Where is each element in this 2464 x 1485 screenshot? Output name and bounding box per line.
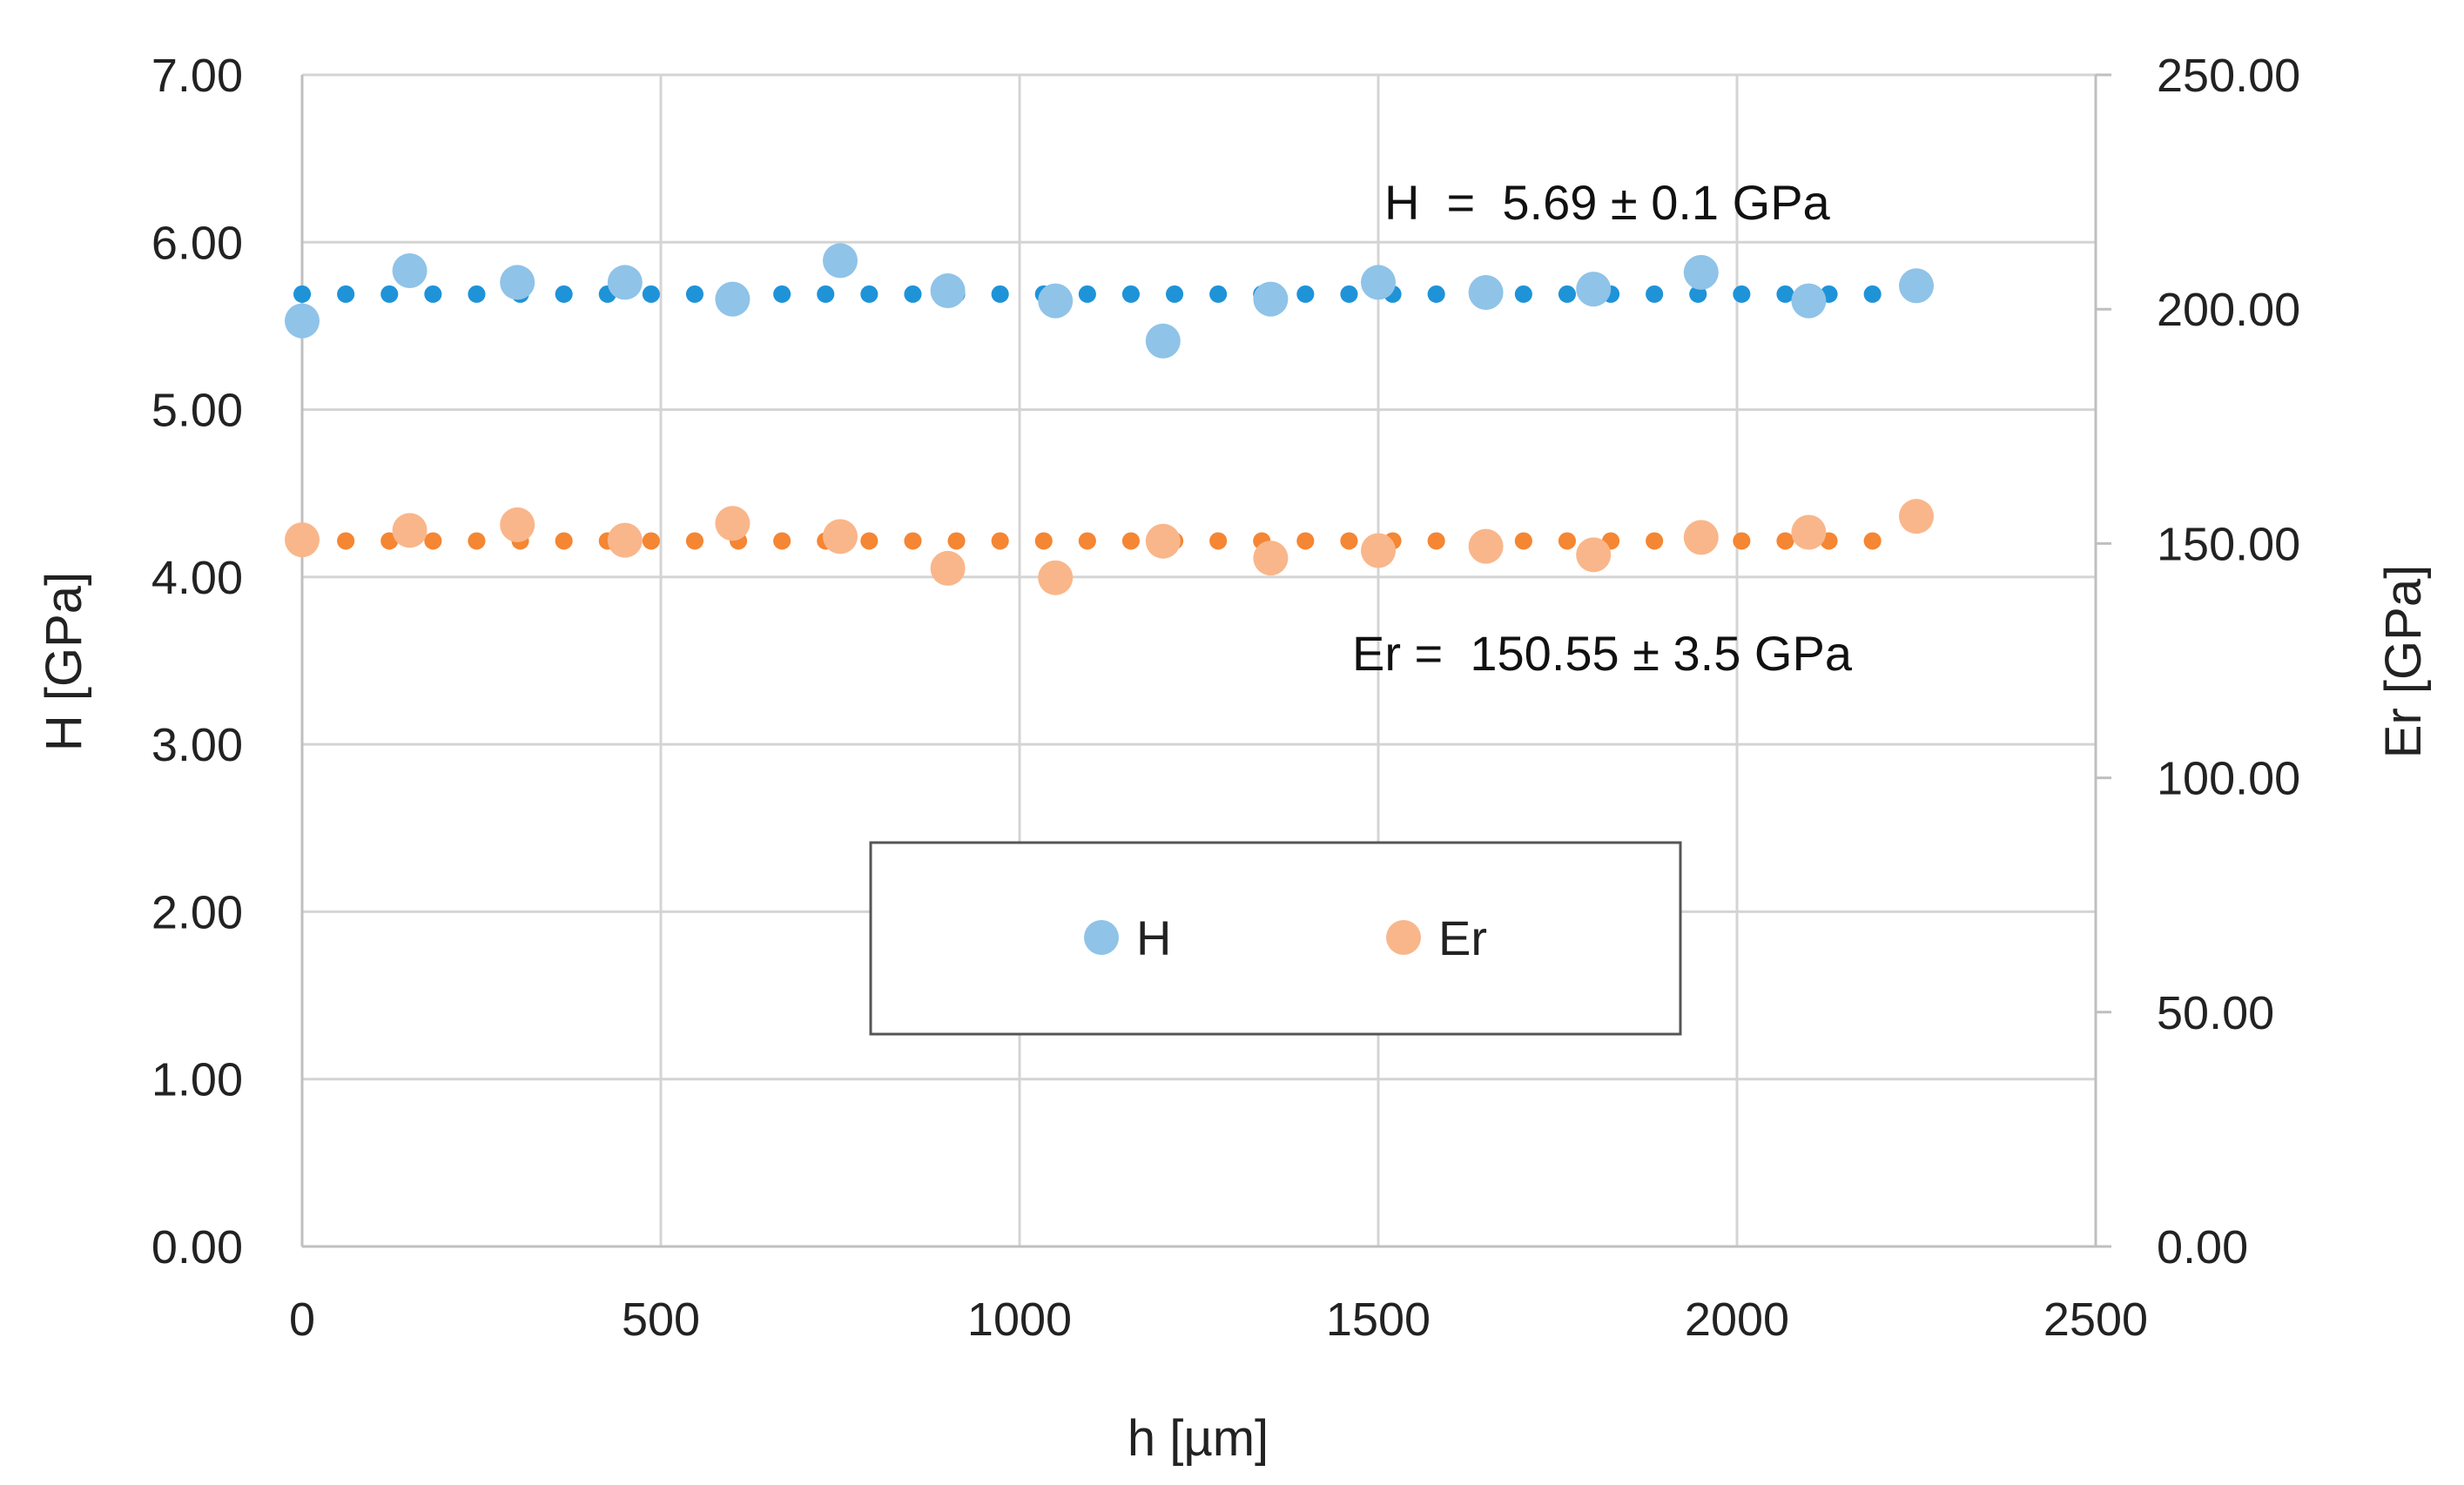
y-right-tick-label: 0.00 <box>2157 1221 2248 1273</box>
point-h <box>607 265 643 300</box>
x-tick-label: 1000 <box>967 1293 1072 1346</box>
y-left-tick-label: 3.00 <box>151 719 243 771</box>
y-left-tick-label: 1.00 <box>151 1054 243 1106</box>
point-h <box>1576 272 1612 307</box>
point-h <box>1899 268 1934 304</box>
point-er <box>930 550 966 586</box>
y-right-tick-label: 100.00 <box>2157 753 2300 805</box>
mean-lines <box>293 285 1925 550</box>
point-h <box>1683 254 1719 290</box>
point-er <box>1145 523 1181 559</box>
tick-labels: 0 500 1000 1500 2000 25000.001.002.003.004.00… <box>151 50 2300 1346</box>
point-h <box>285 303 320 339</box>
point-er <box>1899 499 1934 534</box>
x-tick-label: 1500 <box>1326 1293 1431 1346</box>
x-tick-label: 2000 <box>1685 1293 1789 1346</box>
point-er <box>392 513 427 548</box>
point-er <box>1038 560 1074 595</box>
legend: H Er <box>869 841 1682 1036</box>
point-er <box>500 507 535 542</box>
legend-label-er: Er <box>1438 910 1487 965</box>
point-er <box>1576 537 1612 573</box>
point-er <box>1683 520 1719 555</box>
point-er <box>1361 533 1396 568</box>
legend-label-h: H <box>1136 910 1171 965</box>
y-right-tick-label: 200.00 <box>2157 284 2300 336</box>
point-h <box>500 265 535 300</box>
y-left-tick-label: 6.00 <box>151 217 243 269</box>
y-right-tick-label: 250.00 <box>2157 50 2300 102</box>
point-h <box>392 252 427 288</box>
point-h <box>1361 265 1396 300</box>
annotation-h: H = 5.69 ± 0.1 GPa <box>1384 175 1831 230</box>
point-er <box>607 522 643 558</box>
y-right-tick-label: 50.00 <box>2157 987 2274 1039</box>
x-tick-label: 0 <box>289 1293 315 1346</box>
data-points <box>285 243 1934 595</box>
point-h <box>1253 281 1289 317</box>
y-left-tick-label: 7.00 <box>151 50 243 102</box>
y-right-tick-label: 150.00 <box>2157 518 2300 570</box>
point-h <box>715 281 751 317</box>
y-left-tick-label: 0.00 <box>151 1221 243 1273</box>
point-er <box>823 519 858 554</box>
point-er <box>1253 541 1289 576</box>
point-h <box>823 243 858 279</box>
x-axis-title: h [µm] <box>1128 1410 1269 1467</box>
legend-box <box>869 841 1682 1036</box>
point-er <box>715 506 751 541</box>
point-er <box>1468 528 1504 564</box>
y-left-tick-label: 4.00 <box>151 552 243 604</box>
x-tick-label: 500 <box>622 1293 700 1346</box>
point-h <box>1468 274 1504 310</box>
point-h <box>1038 283 1074 319</box>
axes <box>300 73 2111 1248</box>
legend-marker-er <box>1386 920 1421 955</box>
point-h <box>930 273 966 309</box>
point-h <box>1791 283 1827 319</box>
point-er <box>285 522 320 558</box>
legend-marker-h <box>1084 920 1119 955</box>
annotation-er: Er = 150.55 ± 3.5 GPa <box>1352 626 1853 681</box>
y-left-tick-label: 2.00 <box>151 886 243 938</box>
x-tick-label: 2500 <box>2043 1293 2148 1346</box>
y-right-axis-title: Er [GPa] <box>2375 565 2432 758</box>
point-er <box>1791 514 1827 550</box>
y-left-axis-title: H [GPa] <box>36 572 92 751</box>
y-left-tick-label: 5.00 <box>151 385 243 437</box>
point-h <box>1145 323 1181 359</box>
